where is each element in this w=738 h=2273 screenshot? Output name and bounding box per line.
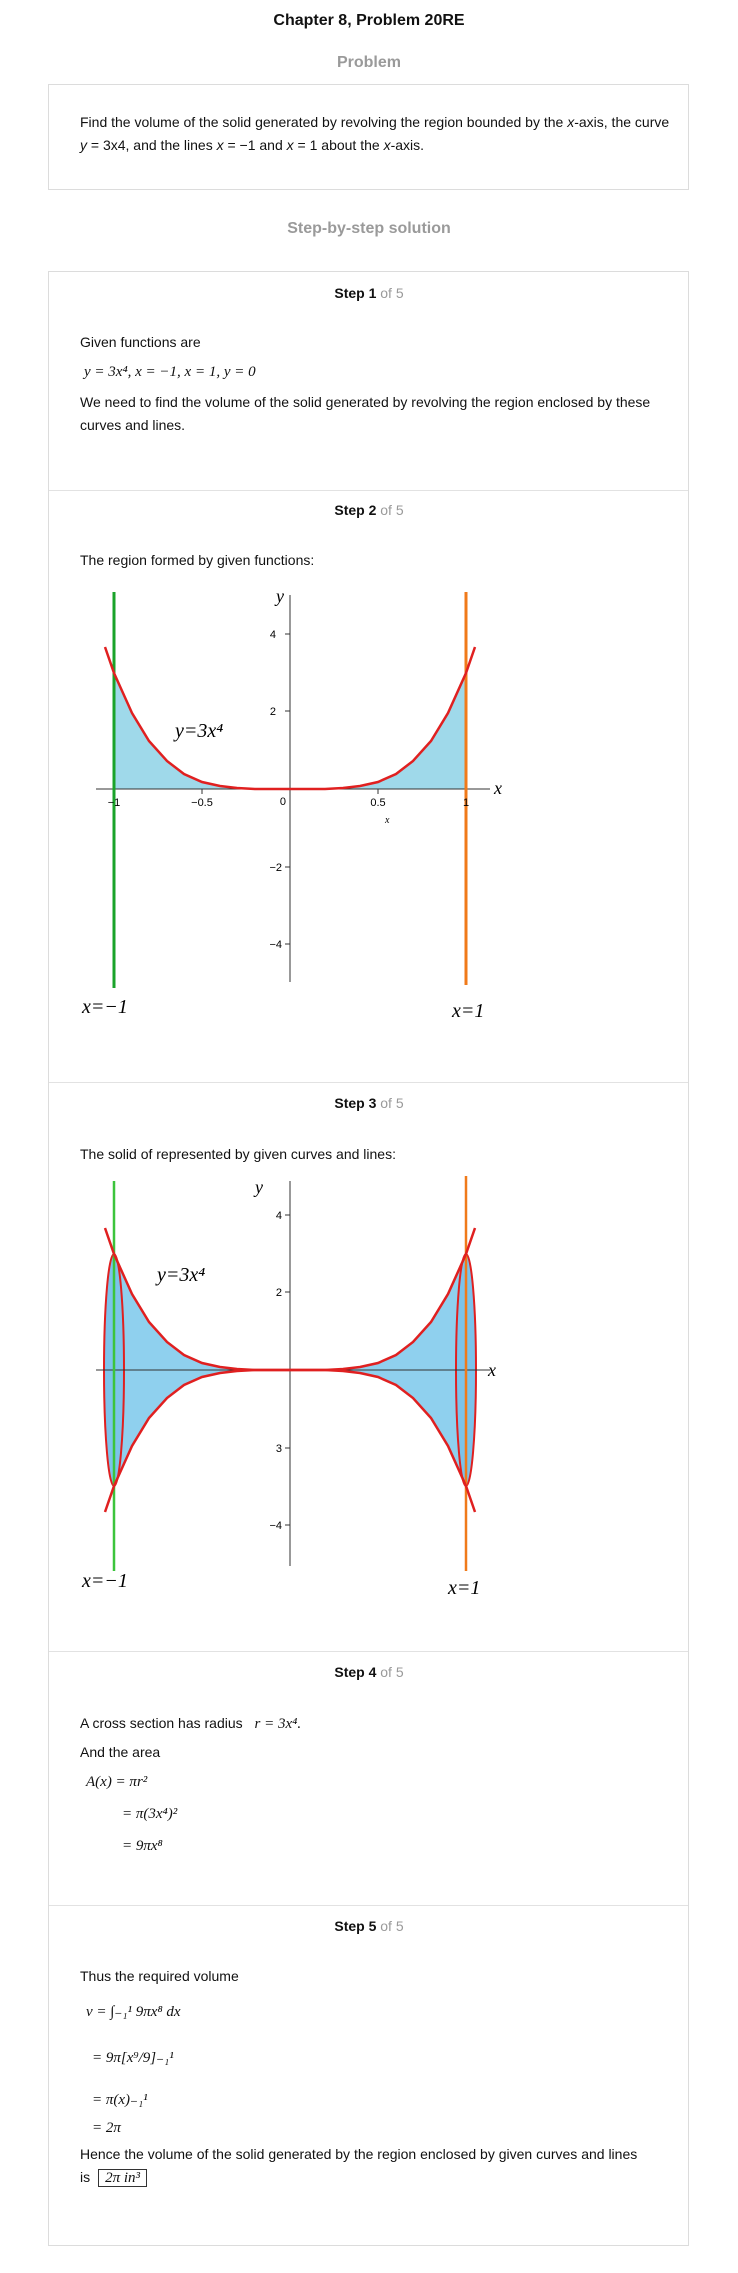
divider bbox=[49, 490, 688, 491]
math: r = 3x⁴. bbox=[254, 1716, 302, 1732]
step-header: Step 2 of 5 bbox=[0, 502, 738, 518]
step-header: Step 4 of 5 bbox=[0, 1664, 738, 1680]
page-title: Chapter 8, Problem 20RE bbox=[273, 12, 465, 29]
step-text: And the area bbox=[80, 1744, 161, 1760]
step-text: Hence the volume of the solid generated … bbox=[80, 2143, 660, 2190]
line-label: x=1 bbox=[451, 1000, 484, 1022]
text: Hence the volume of the solid generated … bbox=[80, 2146, 638, 2185]
step-text: Given functions are bbox=[80, 334, 201, 350]
region-figure: y x x 4 2 0 −2 −4 −1 −0.5 0.5 1 y=3x⁴ x=… bbox=[81, 586, 502, 1022]
solution-box bbox=[48, 271, 689, 2246]
math: y = 3x⁴, x = −1, x = 1, y = 0 bbox=[84, 364, 256, 380]
step-text: A cross section has radius r = 3x⁴. bbox=[80, 1712, 670, 1736]
solid-figure: y x 4 2 3 −4 y=3x⁴ x=−1 x=1 bbox=[81, 1176, 496, 1599]
step-count: of 5 bbox=[380, 285, 404, 301]
math: = 9πx⁸ bbox=[122, 1838, 163, 1854]
axis-label: y bbox=[274, 586, 284, 606]
y-tick-label: 0 bbox=[280, 796, 286, 808]
step-count: of 5 bbox=[380, 502, 404, 518]
divider bbox=[49, 1651, 688, 1652]
text: A cross section has radius bbox=[80, 1715, 243, 1731]
text: -axis. bbox=[390, 137, 425, 153]
step-header: Step 1 of 5 bbox=[0, 285, 738, 301]
math: A(x) = πr² bbox=[86, 1774, 148, 1790]
text: = 3x4, and the lines bbox=[87, 137, 217, 153]
y-tick-label: −4 bbox=[269, 939, 282, 951]
curve bbox=[103, 646, 477, 791]
math: = π(3x⁴)² bbox=[122, 1806, 178, 1822]
step-count: of 5 bbox=[380, 1918, 404, 1934]
step-text: The solid of represented by given curves… bbox=[80, 1146, 396, 1162]
text: x bbox=[216, 137, 224, 153]
axis-label: x bbox=[487, 1360, 496, 1380]
axis-label: x bbox=[384, 815, 390, 826]
divider bbox=[49, 1905, 688, 1906]
step-label: Step 3 bbox=[334, 1095, 377, 1111]
line-label: x=−1 bbox=[81, 1570, 128, 1592]
y-tick-label: 3 bbox=[276, 1443, 282, 1455]
x-tick-label: 1 bbox=[463, 797, 469, 809]
step-text: Thus the required volume bbox=[80, 1968, 239, 1984]
problem-text: Find the volume of the solid generated b… bbox=[80, 111, 670, 157]
text: x bbox=[286, 137, 294, 153]
math: = π(x)₋₁¹ bbox=[92, 2092, 148, 2108]
step-header: Step 5 of 5 bbox=[0, 1918, 738, 1934]
axis-label: y bbox=[253, 1177, 263, 1197]
curve-label: y=3x⁴ bbox=[173, 720, 223, 742]
math: = 9π[x⁹/9]₋₁¹ bbox=[92, 2050, 174, 2066]
step-label: Step 1 bbox=[334, 285, 377, 301]
x-tick-label: −1 bbox=[108, 797, 121, 809]
y-tick-label: −2 bbox=[269, 862, 282, 874]
math: v = ∫₋₁¹ 9πx⁸ dx bbox=[86, 2004, 181, 2020]
step-count: of 5 bbox=[380, 1664, 404, 1680]
problem-box bbox=[48, 84, 689, 190]
text: x bbox=[567, 114, 575, 130]
curve-label: y=3x⁴ bbox=[155, 1264, 205, 1286]
text: Find the volume of the solid generated b… bbox=[80, 114, 568, 130]
ticks bbox=[201, 633, 379, 945]
text: y bbox=[80, 137, 87, 153]
step-label: Step 2 bbox=[334, 502, 377, 518]
step-header: Step 3 of 5 bbox=[0, 1095, 738, 1111]
step-label: Step 5 bbox=[334, 1918, 377, 1934]
step-count: of 5 bbox=[380, 1095, 404, 1111]
y-tick-label: 4 bbox=[276, 1210, 282, 1222]
divider bbox=[49, 1082, 688, 1083]
y-tick-label: −4 bbox=[269, 1520, 282, 1532]
y-tick-label: 2 bbox=[270, 706, 276, 718]
x-tick-label: −0.5 bbox=[191, 797, 213, 809]
step-label: Step 4 bbox=[334, 1664, 377, 1680]
region-fill bbox=[290, 673, 466, 789]
step-text: The region formed by given functions: bbox=[80, 552, 315, 568]
line-label: x=−1 bbox=[81, 996, 128, 1018]
y-tick-label: 2 bbox=[276, 1287, 282, 1299]
text: = −1 and bbox=[223, 137, 287, 153]
axis-label: x bbox=[493, 778, 502, 798]
text: x bbox=[383, 137, 391, 153]
math: = 2π bbox=[92, 2120, 121, 2136]
solution-heading: Step-by-step solution bbox=[287, 220, 451, 237]
mirror-curve bbox=[103, 1368, 477, 1513]
y-tick-label: 4 bbox=[270, 629, 276, 641]
x-tick-label: 0.5 bbox=[370, 797, 385, 809]
text: -axis, the curve bbox=[574, 114, 670, 130]
problem-heading: Problem bbox=[336, 54, 401, 71]
ticks bbox=[285, 1214, 290, 1526]
answer: 2π in³ bbox=[98, 2169, 148, 2187]
text: = 1 about the bbox=[293, 137, 384, 153]
step-text: We need to find the volume of the solid … bbox=[80, 394, 651, 433]
line-label: x=1 bbox=[447, 1577, 480, 1599]
region-fill bbox=[114, 673, 290, 789]
